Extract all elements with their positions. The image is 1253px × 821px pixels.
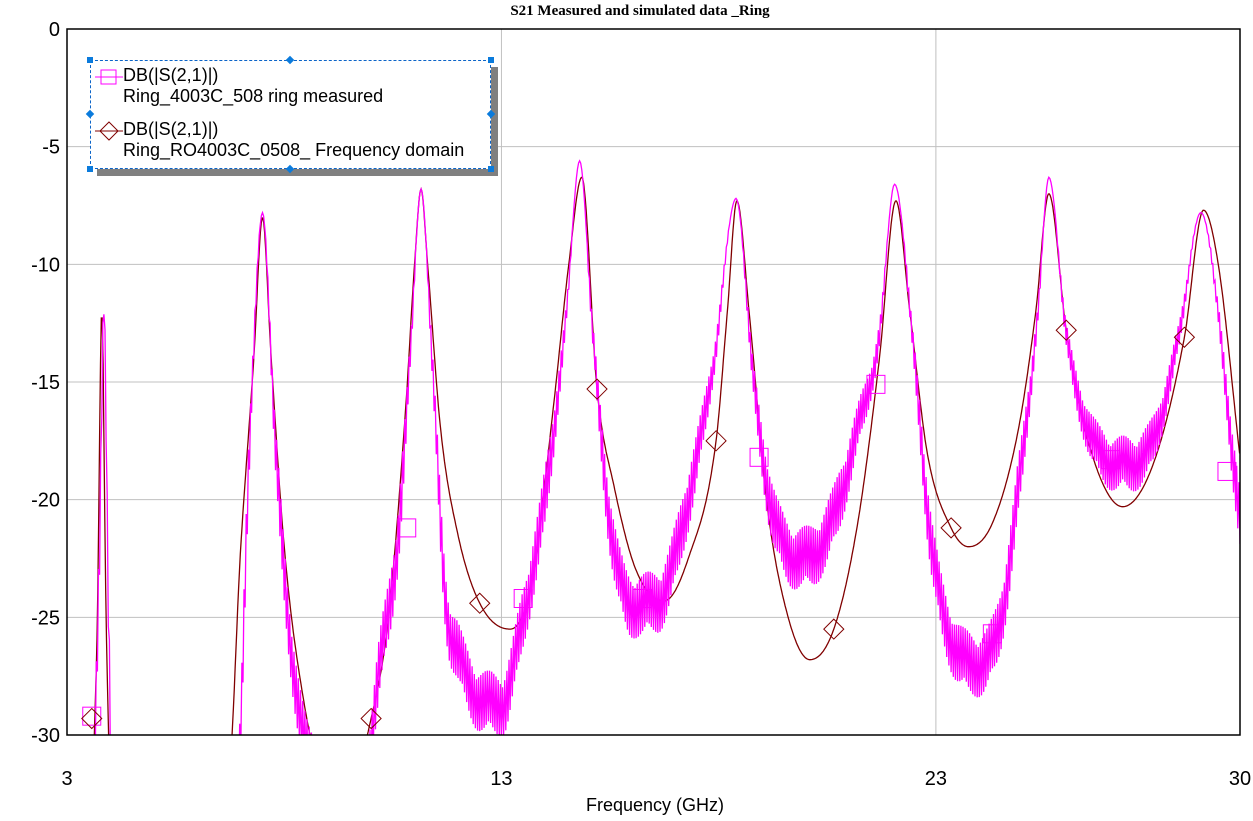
legend[interactable]: DB(|S(2,1)|) Ring_4003C_508 ring measure… xyxy=(85,55,496,174)
legend-entry-simulated: DB(|S(2,1)|) Ring_RO4003C_0508_ Frequenc… xyxy=(123,119,464,161)
x-tick-label: 30 xyxy=(1229,768,1251,790)
data-marker-square xyxy=(866,374,886,394)
data-marker-square xyxy=(632,589,652,609)
y-axis: 0 -5 -10 -15 -20 -25 -30 xyxy=(31,19,60,747)
series-layer xyxy=(81,159,1240,735)
data-marker-square xyxy=(82,706,102,726)
x-axis-label: Frequency (GHz) xyxy=(586,795,724,815)
x-tick-label: 3 xyxy=(61,768,72,790)
data-marker-square xyxy=(1217,461,1237,481)
legend-entry-measured: DB(|S(2,1)|) Ring_4003C_508 ring measure… xyxy=(123,65,383,107)
y-tick-label: -15 xyxy=(31,372,60,394)
legend-series-name: DB(|S(2,1)|) xyxy=(123,119,219,139)
data-marker-diamond xyxy=(1055,319,1077,341)
data-marker-square xyxy=(749,447,769,467)
y-tick-label: -10 xyxy=(31,254,60,276)
legend-square-marker-icon xyxy=(95,65,123,89)
y-tick-label: -30 xyxy=(31,725,60,747)
x-axis: 3 13 23 30 xyxy=(61,768,1251,790)
x-tick-label: 23 xyxy=(925,768,947,790)
data-marker-diamond xyxy=(1173,326,1196,348)
resize-handle[interactable] xyxy=(87,166,93,172)
data-marker-diamond xyxy=(586,378,608,400)
y-tick-label: -25 xyxy=(31,607,60,629)
data-marker-square xyxy=(513,589,533,609)
chart-title: S21 Measured and simulated data _Ring xyxy=(510,3,770,19)
series-line-measured xyxy=(94,159,1240,735)
resize-handle[interactable] xyxy=(87,57,93,63)
y-tick-label: -20 xyxy=(31,490,60,512)
legend-series-name: DB(|S(2,1)|) xyxy=(123,65,219,85)
data-marker-diamond xyxy=(360,707,382,730)
x-tick-label: 13 xyxy=(490,768,512,790)
data-marker-square xyxy=(982,624,1002,644)
y-tick-label: 0 xyxy=(49,19,60,41)
data-marker-diamond xyxy=(81,707,103,730)
data-marker-diamond xyxy=(469,592,491,614)
data-marker-square xyxy=(1101,450,1121,470)
data-marker-diamond xyxy=(823,618,845,640)
legend-series-source: Ring_4003C_508 ring measured xyxy=(123,86,384,106)
data-marker-diamond xyxy=(940,517,962,539)
plot-frame xyxy=(66,28,1241,736)
data-marker-diamond xyxy=(705,430,727,452)
resize-handle[interactable] xyxy=(488,166,494,172)
legend-series-source: Ring_RO4003C_0508_ Frequency domain xyxy=(123,140,465,160)
data-marker-square xyxy=(397,518,417,538)
resize-handle[interactable] xyxy=(488,57,494,63)
y-tick-label: -5 xyxy=(42,137,60,159)
legend-diamond-marker-icon xyxy=(95,119,123,143)
series-line-simulated xyxy=(93,176,1240,735)
